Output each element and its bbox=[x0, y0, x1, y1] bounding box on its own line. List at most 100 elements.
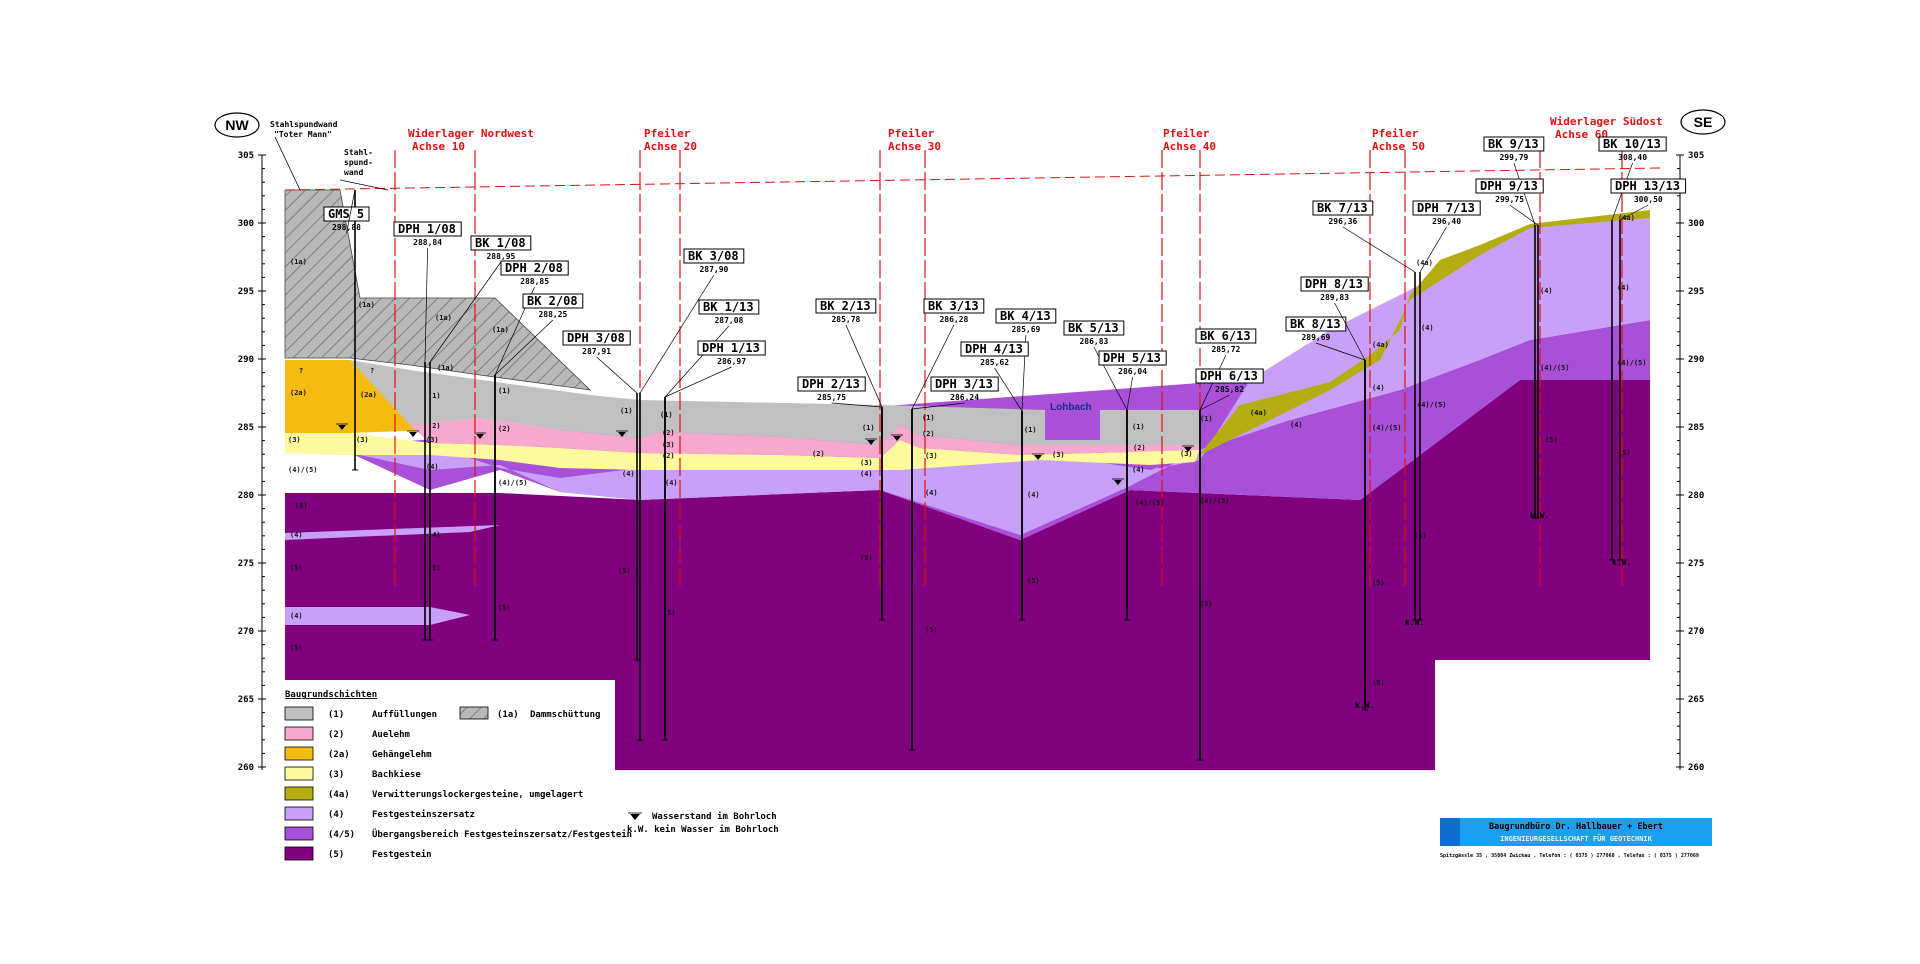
legend-swatch bbox=[284, 726, 314, 741]
boring-elevation: 286,97 bbox=[717, 357, 746, 366]
legend-item: (1) Auffüllungen bbox=[284, 706, 437, 721]
layer-code-label: (5) bbox=[498, 604, 511, 612]
boring-leader bbox=[911, 402, 965, 410]
boring-name: BK 2/13 bbox=[820, 299, 871, 313]
legend-swatch bbox=[284, 806, 314, 821]
legend-label: Festgesteinszersatz bbox=[372, 809, 475, 820]
layer-code-label: (1) bbox=[922, 414, 935, 422]
layer-code-label: (1) bbox=[862, 424, 875, 432]
boring-elevation: 287,08 bbox=[714, 316, 743, 325]
layer-code-label: (4a) bbox=[1372, 341, 1389, 349]
legend-label: Bachkiese bbox=[372, 769, 421, 780]
boring-elevation: 298,88 bbox=[332, 223, 361, 232]
boring-name: BK 1/08 bbox=[475, 236, 526, 250]
water-level-icon bbox=[1112, 478, 1124, 485]
legend-item: (2a) Gehängelehm bbox=[284, 746, 432, 761]
layer-5-festgestein bbox=[285, 380, 1650, 770]
axis-headers: Widerlager Nordwest Achse 10 Pfeiler Ach… bbox=[408, 115, 1663, 153]
title-block: Baugrundbüro Dr. Hallbauer + Ebert INGEN… bbox=[1440, 818, 1712, 859]
legend-swatch bbox=[284, 746, 314, 761]
boring-leader bbox=[1342, 226, 1416, 273]
boring-leader bbox=[639, 274, 715, 394]
notes: Stahlspundwand "Toter Mann" Stahl- spund… bbox=[270, 120, 1092, 413]
layer-code-label: (4) bbox=[1027, 491, 1040, 499]
elevation-tick-left: 260 bbox=[238, 763, 254, 773]
compass-nw: NW bbox=[214, 112, 260, 138]
legend-hatch-swatch bbox=[459, 706, 489, 720]
boring-elevation: 287,90 bbox=[699, 265, 728, 274]
layer-code-label: (2) bbox=[812, 450, 825, 458]
boring-elevation: 286,04 bbox=[1118, 367, 1147, 376]
legend-water-note: Wasserstand im Bohrloch bbox=[652, 811, 777, 822]
layer-3-bachkiese bbox=[285, 433, 1200, 470]
boring-elevation: 286,24 bbox=[950, 393, 979, 402]
boring-label-box bbox=[1300, 276, 1369, 292]
title-block-subtitle: INGENIEURGESELLSCHAFT FÜR GEOTECHNIK bbox=[1500, 834, 1653, 843]
legend-code: (4a) bbox=[328, 790, 350, 800]
layer-2a-gehaengelehm bbox=[285, 360, 430, 433]
layer-1a-dammschuettung bbox=[284, 189, 592, 391]
note-sheetpile-1: Stahl- bbox=[344, 148, 373, 157]
legend-title: Baugrundschichten bbox=[285, 689, 377, 700]
layer-code-label: (5) bbox=[618, 567, 631, 575]
boring-dph-4-13: DPH 4/13 285,62 bbox=[960, 341, 1029, 621]
layer-code-label: (2a) bbox=[360, 391, 377, 399]
axis-50-title: Pfeiler bbox=[1372, 127, 1419, 140]
legend-swatch bbox=[284, 766, 314, 781]
boring-label-box bbox=[562, 330, 631, 346]
water-level-icon bbox=[891, 434, 903, 441]
layer-code-label: (5) bbox=[1618, 449, 1631, 457]
layer-code-label: (4) bbox=[290, 612, 303, 620]
boring-leader bbox=[1419, 226, 1447, 273]
boring-leader bbox=[1126, 376, 1133, 411]
note-sheetpile-anchor-1: Stahlspundwand bbox=[270, 120, 338, 129]
elevation-tick-right: 300 bbox=[1688, 219, 1704, 229]
compass-nw-label: NW bbox=[225, 117, 249, 133]
boring-gms-5: GMS 5 298,88 bbox=[323, 189, 370, 471]
boring-label-box bbox=[1195, 328, 1257, 344]
axis-40-title: Pfeiler bbox=[1163, 127, 1210, 140]
legend-no-water-note: k.W. kein Wasser im Bohrloch bbox=[627, 824, 779, 835]
boring-elevation: 288,25 bbox=[538, 310, 567, 319]
planned-road-line bbox=[284, 167, 1661, 191]
layer-code-label: (3) bbox=[860, 459, 873, 467]
legend-label: Auelehm bbox=[372, 730, 411, 740]
layer-2-auelehm bbox=[410, 418, 1200, 458]
boring-name: BK 10/13 bbox=[1603, 137, 1661, 151]
elevation-tick-right: 290 bbox=[1688, 355, 1704, 365]
layer-code-label: (5) bbox=[1372, 679, 1385, 687]
layer-code-label: (3) bbox=[426, 436, 439, 444]
layer-code-label: (2) bbox=[428, 422, 441, 430]
layer-code-label: (2) bbox=[1133, 444, 1146, 452]
boring-dph-3-08: DPH 3/08 287,91 bbox=[562, 330, 640, 661]
boring-label-box bbox=[1475, 178, 1544, 194]
compass-se: SE bbox=[1680, 109, 1726, 135]
legend-label: Gehängelehm bbox=[372, 750, 432, 760]
layer-code-label: (4a) bbox=[1416, 259, 1433, 267]
boring-leader bbox=[1334, 302, 1366, 361]
boring-bk-7-13: BK 7/13 296,36 bbox=[1312, 200, 1418, 621]
boring-name: DPH 13/13 bbox=[1615, 179, 1680, 193]
layer-code-label: (4)/(5) bbox=[1200, 497, 1230, 505]
boring-elevation: 289,83 bbox=[1320, 293, 1349, 302]
boring-name: BK 9/13 bbox=[1488, 137, 1539, 151]
layer-code-label: (3) bbox=[925, 452, 938, 460]
boring-bk-9-13: BK 9/13 299,79 bbox=[1483, 136, 1545, 519]
boring-label-box bbox=[1195, 368, 1264, 384]
layer-code-label: (5) bbox=[663, 609, 676, 617]
layer-code-label: (5) bbox=[1200, 600, 1213, 608]
water-level-icon bbox=[616, 430, 628, 437]
layer-code-label: (5) bbox=[428, 564, 441, 572]
boring-name: BK 3/13 bbox=[928, 299, 979, 313]
layer-code-label: (4) bbox=[1617, 284, 1630, 292]
layer-code-label: (3) bbox=[356, 436, 369, 444]
boring-elevation: 286,28 bbox=[939, 315, 968, 324]
layer-code-label: (3) bbox=[1052, 451, 1065, 459]
layer-4a-umgelagert bbox=[1195, 210, 1650, 460]
layer-code-label: (3) bbox=[288, 436, 301, 444]
boring-leader bbox=[911, 324, 955, 410]
elevation-tick-left: 265 bbox=[238, 695, 254, 705]
boring-leader bbox=[1315, 342, 1366, 361]
legend-label: Übergangsbereich Festgesteinszersatz/Fes… bbox=[372, 829, 632, 840]
